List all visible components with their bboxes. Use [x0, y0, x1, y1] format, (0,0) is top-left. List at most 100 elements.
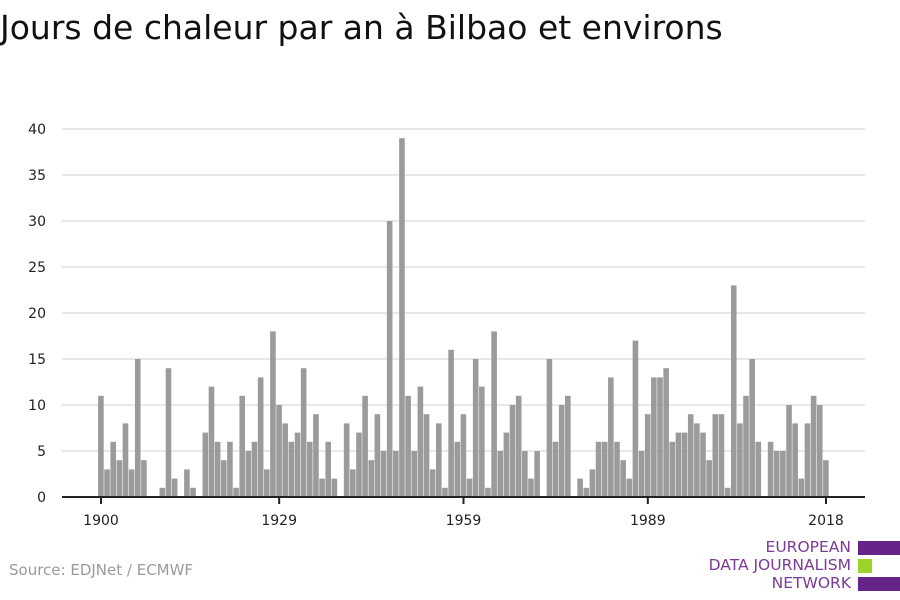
x-tick-label: 1900 — [83, 513, 119, 529]
bar-1914 — [184, 469, 190, 497]
chart-title: Jours de chaleur par an à Bilbao et envi… — [0, 8, 723, 47]
bar-1973 — [546, 359, 553, 497]
bar-1983 — [608, 377, 614, 497]
bar-1931 — [288, 441, 295, 497]
bar-1922 — [233, 487, 239, 497]
bar-1952 — [417, 386, 424, 497]
bar-1928 — [270, 331, 276, 497]
source-note: Source: EDJNet / ECMWF — [9, 561, 194, 579]
bar-1957 — [448, 349, 454, 497]
logo-bar-purple-bottom — [858, 577, 900, 591]
x-tick-label: 1929 — [261, 513, 297, 529]
bar-1974 — [552, 441, 559, 497]
bar-2004 — [737, 423, 743, 497]
bar-1934 — [306, 441, 313, 497]
bar-1918 — [208, 386, 215, 497]
y-tick-label: 20 — [28, 306, 46, 322]
bar-1924 — [245, 451, 252, 497]
bar-2017 — [816, 405, 823, 497]
logo-line-2: DATA JOURNALISM — [708, 556, 851, 574]
bar-1995 — [681, 432, 688, 497]
bar-1917 — [202, 432, 209, 497]
bar-1959 — [460, 414, 467, 497]
bar-1954 — [429, 469, 436, 497]
bar-1965 — [497, 451, 504, 497]
bar-1999 — [706, 460, 712, 497]
bar-1923 — [239, 395, 246, 497]
bar-2000 — [712, 414, 719, 497]
bar-1944 — [368, 460, 375, 497]
x-tick-label: 1989 — [630, 513, 666, 529]
bar-1906 — [134, 359, 141, 497]
bar-1921 — [227, 441, 233, 497]
bar-2013 — [792, 423, 798, 497]
logo-bar-green — [858, 559, 872, 573]
bar-1933 — [300, 368, 307, 497]
bar-1942 — [356, 432, 362, 497]
bar-1926 — [257, 377, 264, 497]
bar-1903 — [116, 460, 123, 497]
bar-1953 — [423, 414, 430, 497]
logo-bar-purple-top — [858, 541, 900, 555]
bar-1994 — [675, 432, 682, 497]
bar-1929 — [276, 405, 282, 497]
y-tick-label: 10 — [28, 398, 46, 414]
bar-1964 — [491, 331, 497, 497]
bar-1993 — [669, 441, 676, 497]
edjnet-logo: EUROPEAN DATA JOURNALISM NETWORK — [700, 538, 900, 598]
bar-1984 — [614, 441, 620, 497]
bar-chart: 0 5 10 15 20 25 30 35 40 1900 1929 1959 1989 2018 — [28, 122, 865, 529]
bar-1979 — [583, 487, 590, 497]
bar-1911 — [165, 368, 172, 497]
bar-1968 — [515, 395, 522, 497]
bar-1951 — [411, 451, 418, 497]
bar-1943 — [362, 395, 368, 497]
bar-1904 — [122, 423, 129, 497]
bar-1962 — [479, 386, 485, 497]
bar-1935 — [313, 414, 319, 497]
bar-1958 — [454, 441, 461, 497]
x-tick-label: 2018 — [808, 513, 844, 529]
bar-1978 — [577, 478, 583, 497]
y-tick-label: 30 — [28, 214, 46, 230]
bar-1971 — [534, 451, 540, 497]
bar-1946 — [380, 451, 387, 497]
bar-1920 — [220, 460, 227, 497]
bar-1907 — [141, 460, 147, 497]
bar-1961 — [472, 359, 479, 497]
bar-2009 — [767, 441, 774, 497]
bar-1941 — [350, 469, 356, 497]
bar-1937 — [325, 441, 332, 497]
bar-1975 — [558, 405, 565, 497]
bar-1950 — [405, 395, 411, 497]
bar-1912 — [171, 478, 178, 497]
bar-1900 — [98, 395, 104, 497]
bar-2018 — [823, 460, 829, 497]
bar-2012 — [786, 405, 792, 497]
bar-1985 — [620, 460, 626, 497]
bar-1990 — [651, 377, 657, 497]
bar-2015 — [804, 423, 811, 497]
bar-2007 — [755, 441, 762, 497]
bar-1986 — [626, 478, 633, 497]
bar-1963 — [485, 487, 491, 497]
bar-1919 — [214, 441, 221, 497]
bar-1956 — [442, 487, 448, 497]
y-tick-label: 0 — [37, 490, 46, 506]
bar-2001 — [718, 414, 725, 497]
bar-2006 — [749, 359, 755, 497]
bar-1927 — [263, 469, 270, 497]
bar-1982 — [601, 441, 608, 497]
bar-2016 — [810, 395, 817, 497]
bar-1960 — [466, 478, 473, 497]
logo-line-3: NETWORK — [771, 574, 851, 592]
bar-1980 — [589, 469, 596, 497]
bar-1936 — [319, 478, 325, 497]
bar-1998 — [700, 432, 706, 497]
y-tick-label: 15 — [28, 352, 46, 368]
bar-1932 — [294, 432, 301, 497]
bar-1970 — [528, 478, 534, 497]
bar-1987 — [632, 340, 639, 497]
bar-1966 — [503, 432, 510, 497]
